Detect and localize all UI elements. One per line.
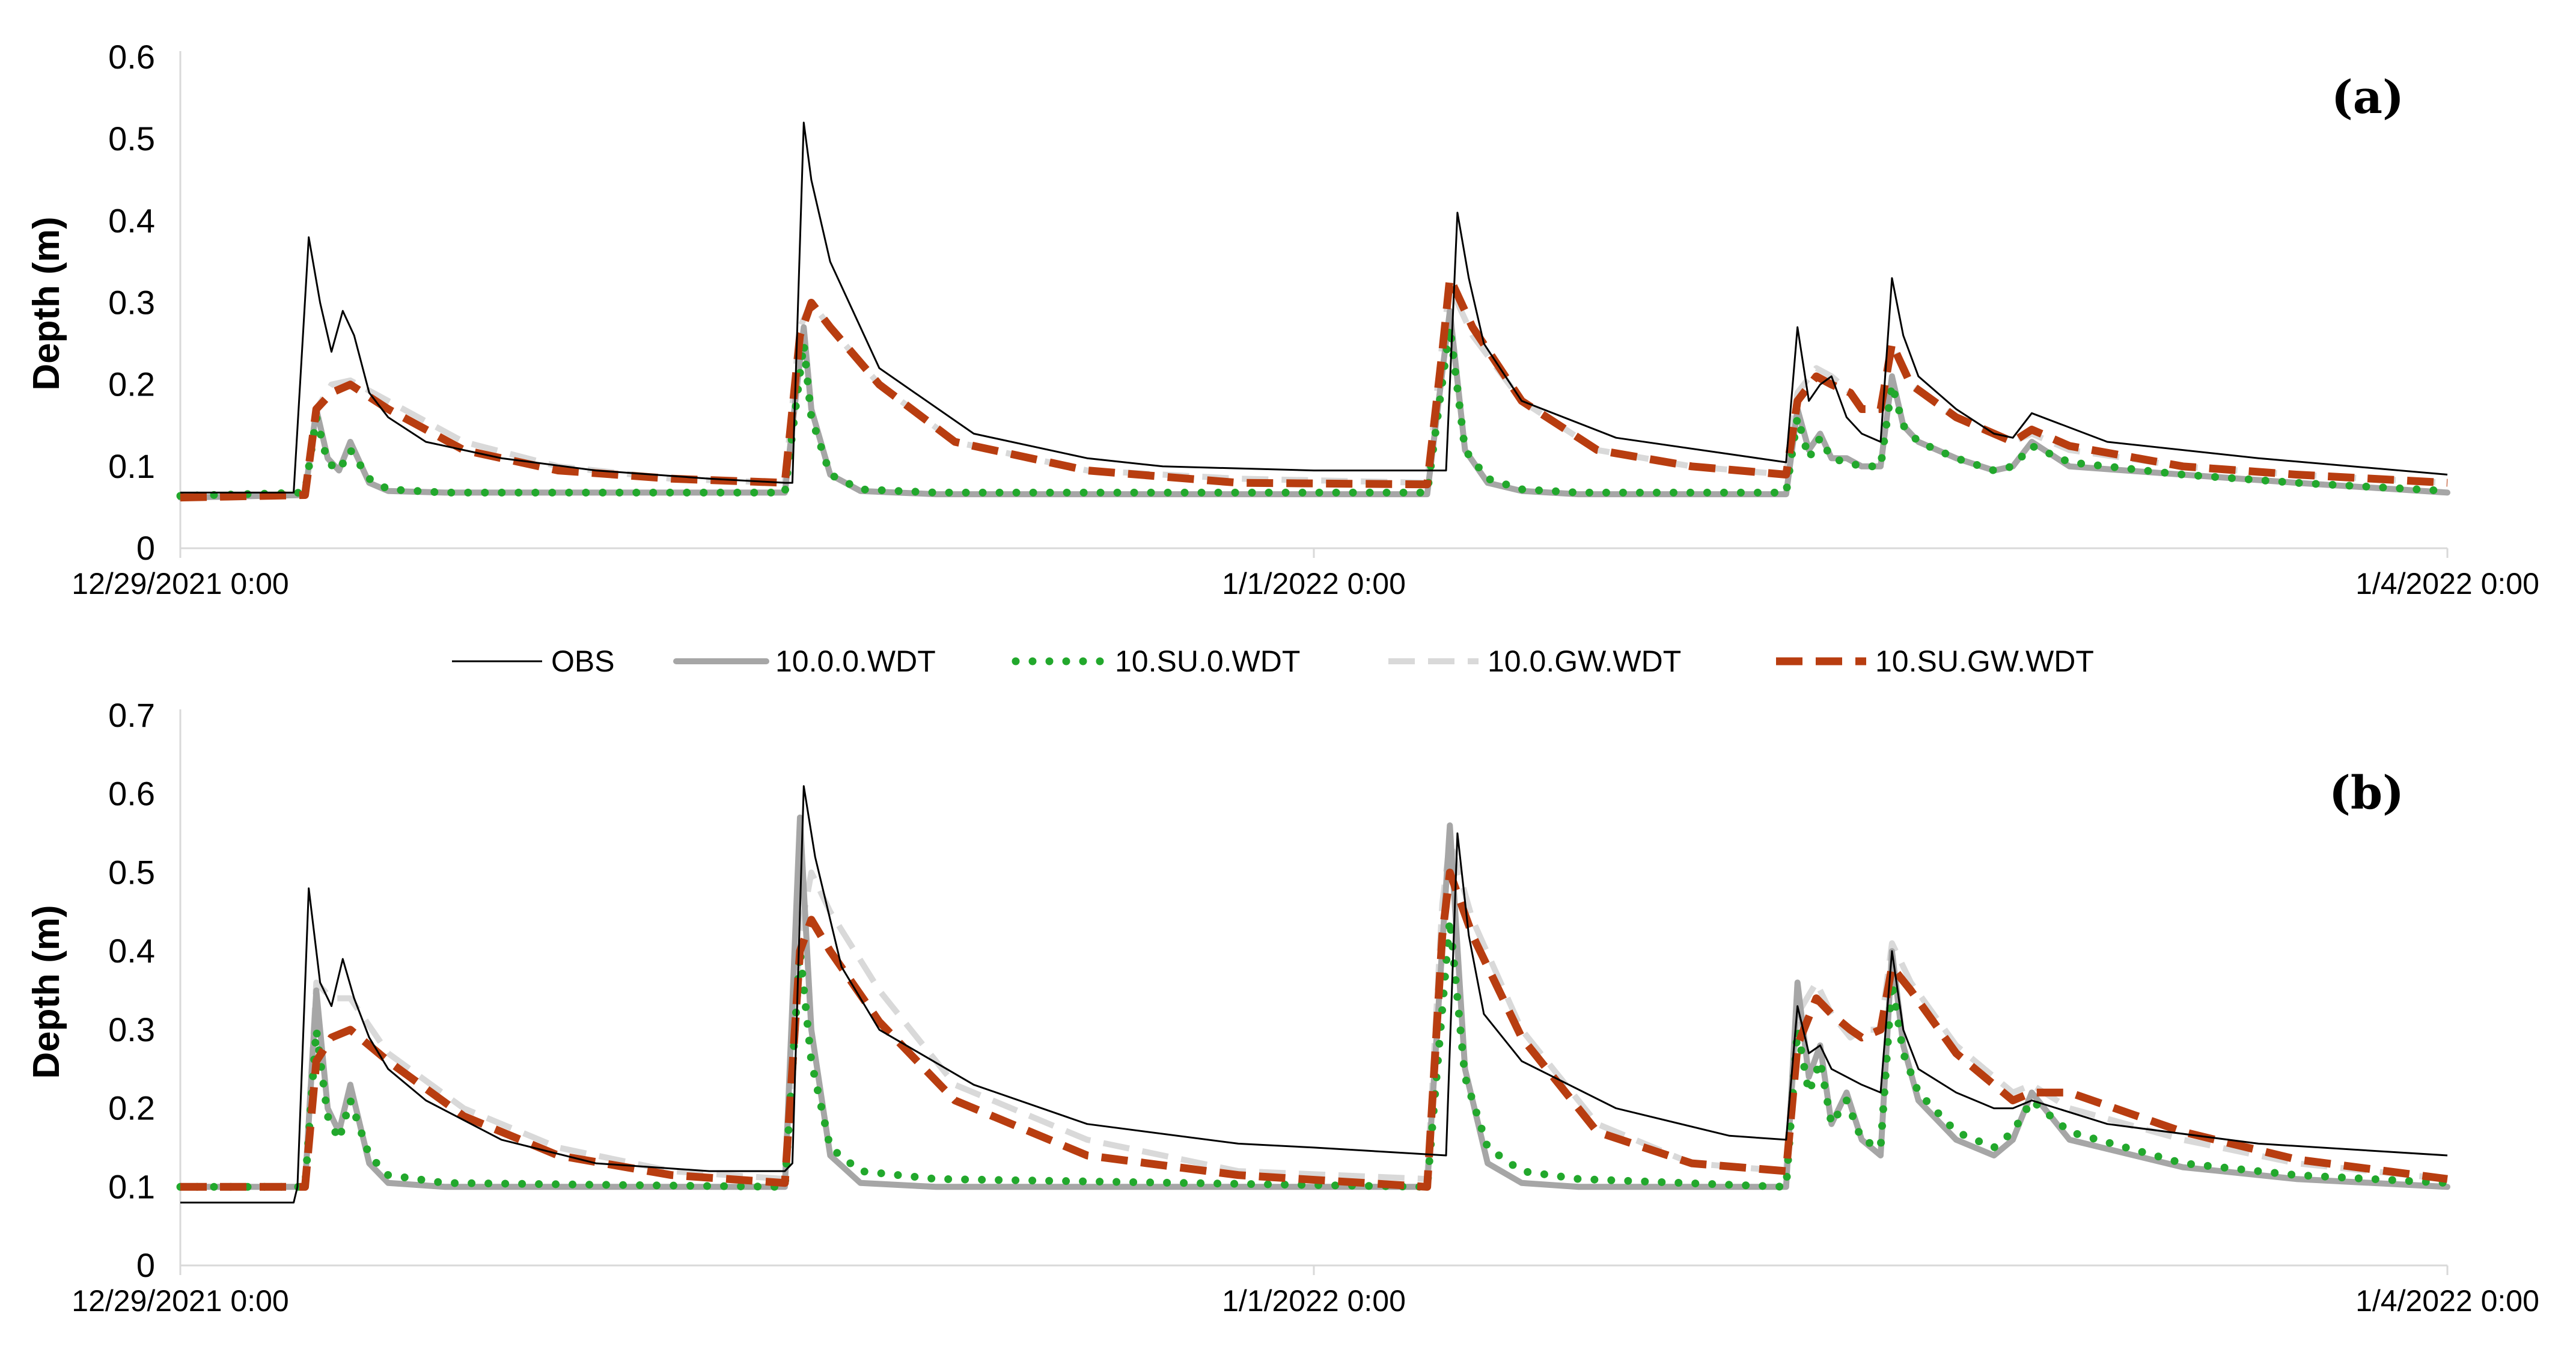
y-tick-label: 0.2 [108,366,155,403]
y-tick-label: 0 [136,529,155,567]
y-tick-label: 0.4 [108,932,155,970]
y-tick-label: 0 [136,1246,155,1284]
x-tick-label: 12/29/2021 0:00 [72,1284,288,1318]
y-tick-label: 0.4 [108,201,155,239]
legend-label: 10.0.GW.WDT [1488,644,1681,678]
series-line-10-0-gw-wdt [180,838,2448,1190]
y-tick-label: 0.5 [108,120,155,158]
series-line-10-0-0-wdt [177,814,2450,1190]
y-tick-label: 0.1 [108,1167,155,1205]
series-line-obs [180,121,2448,494]
y-axis-label: Depth (m) [26,905,67,1078]
series-line-10-su-gw-wdt [180,868,2448,1191]
series-line-10-0-0-wdt [177,308,2450,501]
x-tick-label: 1/1/2022 0:00 [1222,567,1406,601]
panel-a-chart: 0 0.1 0.2 0.3 0.4 0.5 0.6 12/29/2021 0:00 1/1/20… [26,38,2539,601]
x-tick-label: 1/4/2022 0:00 [2355,1284,2539,1318]
y-tick-label: 0.7 [108,696,155,734]
panel-b-chart: 0 0.1 0.2 0.3 0.4 0.5 0.6 0.7 12/29/2021 0:00 1/1… [26,696,2539,1318]
legend-label: 10.SU.GW.WDT [1875,644,2094,678]
series-line-10-su-0-wdt [176,323,2452,500]
x-tick-label: 1/4/2022 0:00 [2355,567,2539,601]
y-tick-label: 0.2 [108,1089,155,1127]
y-tick-label: 0.6 [108,775,155,813]
y-tick-label: 0.6 [108,38,155,76]
panel-label: (a) [2331,70,2404,124]
legend-label: 10.SU.0.WDT [1115,644,1300,678]
y-tick-label: 0.5 [108,853,155,891]
legend-label: 10.0.0.WDT [775,644,936,678]
x-tick-label: 1/1/2022 0:00 [1222,1284,1406,1318]
legend: OBS 10.0.0.WDT 10.SU.0.WDT 10.0.GW.WDT 10.SU… [452,644,2094,678]
legend-label: OBS [551,644,615,678]
x-tick-label: 12/29/2021 0:00 [72,567,288,601]
series-line-10-su-0-wdt [176,916,2452,1191]
y-tick-label: 0.3 [108,284,155,322]
y-tick-label: 0.1 [108,447,155,485]
y-axis-label: Depth (m) [26,216,67,390]
panel-label: (b) [2329,766,2404,819]
series-line-obs [180,785,2448,1204]
series-line-10-su-gw-wdt [180,274,2448,502]
y-tick-label: 0.3 [108,1011,155,1048]
